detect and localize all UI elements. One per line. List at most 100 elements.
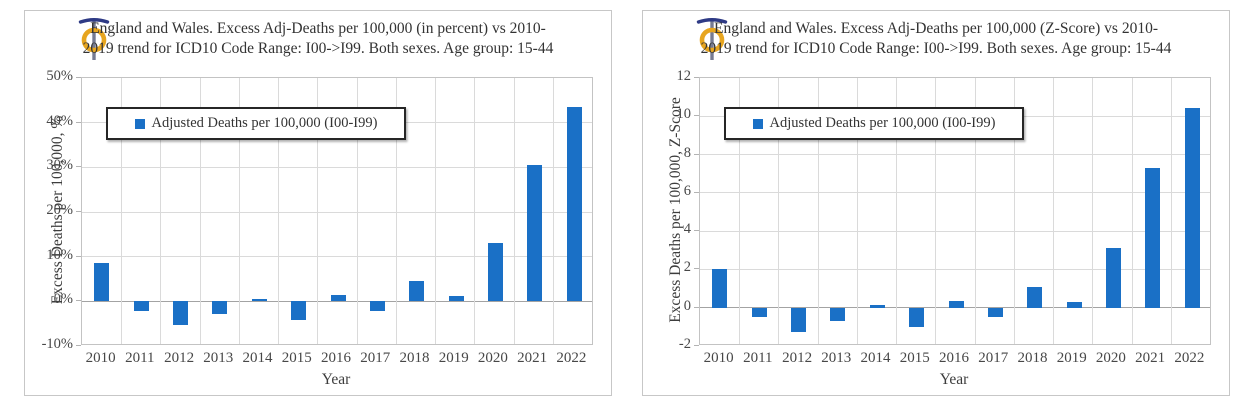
bar xyxy=(448,296,464,302)
legend: Adjusted Deaths per 100,000 (I00-I99) xyxy=(106,107,406,140)
bar xyxy=(251,298,267,302)
bar xyxy=(566,107,582,302)
gridline-vertical xyxy=(1131,78,1133,344)
bar xyxy=(527,165,543,302)
x-tick-label: 2021 xyxy=(1135,350,1166,366)
gridline-vertical xyxy=(238,78,240,344)
gridline-vertical xyxy=(552,78,554,344)
bar xyxy=(909,307,925,327)
y-tick-label: 2 xyxy=(683,259,691,276)
legend-label: Adjusted Deaths per 100,000 (I00-I99) xyxy=(151,115,378,131)
gridline-vertical xyxy=(160,78,162,344)
bar xyxy=(830,307,846,322)
gridline-vertical xyxy=(395,78,397,344)
zero-gridline xyxy=(82,300,592,302)
x-tick-label: 2019 xyxy=(1056,350,1087,366)
x-axis-tick-labels: 2010 2011 2012 2013 2014 2015 2016 2017 2018 2019… xyxy=(699,350,1209,368)
x-tick-label: 2022 xyxy=(1174,350,1205,366)
bar xyxy=(1184,107,1200,308)
y-tick-mark xyxy=(694,268,699,270)
y-tick-label: 30% xyxy=(46,157,73,174)
phi-logo-icon xyxy=(78,18,110,60)
y-tick-mark xyxy=(694,153,699,155)
gridline-vertical xyxy=(1092,78,1094,344)
bar xyxy=(212,301,228,315)
x-tick-label: 2014 xyxy=(242,350,273,366)
gridline-horizontal xyxy=(82,256,592,258)
bar xyxy=(987,307,1003,318)
plot-area: Adjusted Deaths per 100,000 (I00-I99) xyxy=(81,77,593,345)
chart-panel-zscore: England and Wales. Excess Adj-Deaths per… xyxy=(642,10,1230,396)
y-tick-mark xyxy=(76,345,81,346)
y-tick-label: 40% xyxy=(46,112,73,129)
bar xyxy=(133,301,149,312)
x-tick-label: 2016 xyxy=(321,350,351,366)
gridline-vertical xyxy=(513,78,515,344)
gridline-vertical xyxy=(435,78,437,344)
bar xyxy=(94,263,110,302)
y-tick-label: 0% xyxy=(53,291,73,308)
legend-marker-icon xyxy=(752,118,763,129)
gridline-horizontal xyxy=(700,192,1210,194)
x-tick-label: 2016 xyxy=(939,350,969,366)
y-tick-label: 6 xyxy=(683,182,691,199)
x-tick-label: 2020 xyxy=(477,350,508,366)
gridline-vertical xyxy=(199,78,201,344)
x-tick-label: 2022 xyxy=(556,350,587,366)
gridline-vertical xyxy=(1013,78,1015,344)
y-tick-label: 8 xyxy=(683,144,691,161)
y-tick-mark xyxy=(76,255,81,257)
gridline-vertical xyxy=(1170,78,1172,344)
x-tick-label: 2013 xyxy=(203,350,234,366)
bar xyxy=(751,307,767,318)
gridline-vertical xyxy=(778,78,780,344)
gridline-horizontal xyxy=(82,166,592,168)
gridline-vertical xyxy=(935,78,937,344)
x-tick-label: 2015 xyxy=(899,350,930,366)
x-tick-label: 2018 xyxy=(399,350,430,366)
x-tick-label: 2010 xyxy=(85,350,116,366)
x-tick-label: 2010 xyxy=(703,350,734,366)
chart-panel-percent: England and Wales. Excess Adj-Deaths per… xyxy=(24,10,612,396)
gridline-horizontal xyxy=(700,230,1210,232)
y-tick-mark xyxy=(694,230,699,232)
bar xyxy=(1027,286,1043,308)
bar xyxy=(291,301,307,320)
gridline-vertical xyxy=(1053,78,1055,344)
y-tick-mark xyxy=(76,121,81,123)
bar xyxy=(409,280,425,302)
gridline-vertical xyxy=(278,78,280,344)
y-tick-mark xyxy=(694,345,699,346)
y-tick-label: 10 xyxy=(676,106,692,123)
x-axis-tick-labels: 2010 2011 2012 2013 2014 2015 2016 2017 2018 2019… xyxy=(81,350,591,368)
chart-title: England and Wales. Excess Adj-Deaths per… xyxy=(82,20,554,57)
y-tick-label: 12 xyxy=(676,68,692,84)
gridline-vertical xyxy=(474,78,476,344)
x-tick-label: 2017 xyxy=(360,350,391,366)
y-tick-mark xyxy=(694,191,699,193)
gridline-vertical xyxy=(974,78,976,344)
bar xyxy=(1106,248,1122,308)
y-tick-mark xyxy=(694,115,699,117)
gridline-vertical xyxy=(121,78,123,344)
legend-marker-icon xyxy=(134,118,145,129)
bar xyxy=(488,243,504,302)
plot-area: Adjusted Deaths per 100,000 (I00-I99) xyxy=(699,77,1211,345)
x-tick-label: 2013 xyxy=(821,350,852,366)
x-tick-label: 2011 xyxy=(743,350,773,366)
x-tick-label: 2017 xyxy=(978,350,1009,366)
bar xyxy=(1145,167,1161,308)
bar xyxy=(369,301,385,312)
phi-logo-icon xyxy=(696,18,728,60)
gridline-horizontal xyxy=(82,211,592,213)
bar xyxy=(948,301,964,308)
gridline-vertical xyxy=(317,78,319,344)
x-tick-label: 2021 xyxy=(517,350,548,366)
x-axis-title: Year xyxy=(939,371,969,388)
y-tick-label: -10% xyxy=(41,336,73,352)
x-tick-label: 2019 xyxy=(438,350,469,366)
bar xyxy=(1066,301,1082,308)
bar xyxy=(172,301,188,325)
y-tick-mark xyxy=(76,166,81,168)
